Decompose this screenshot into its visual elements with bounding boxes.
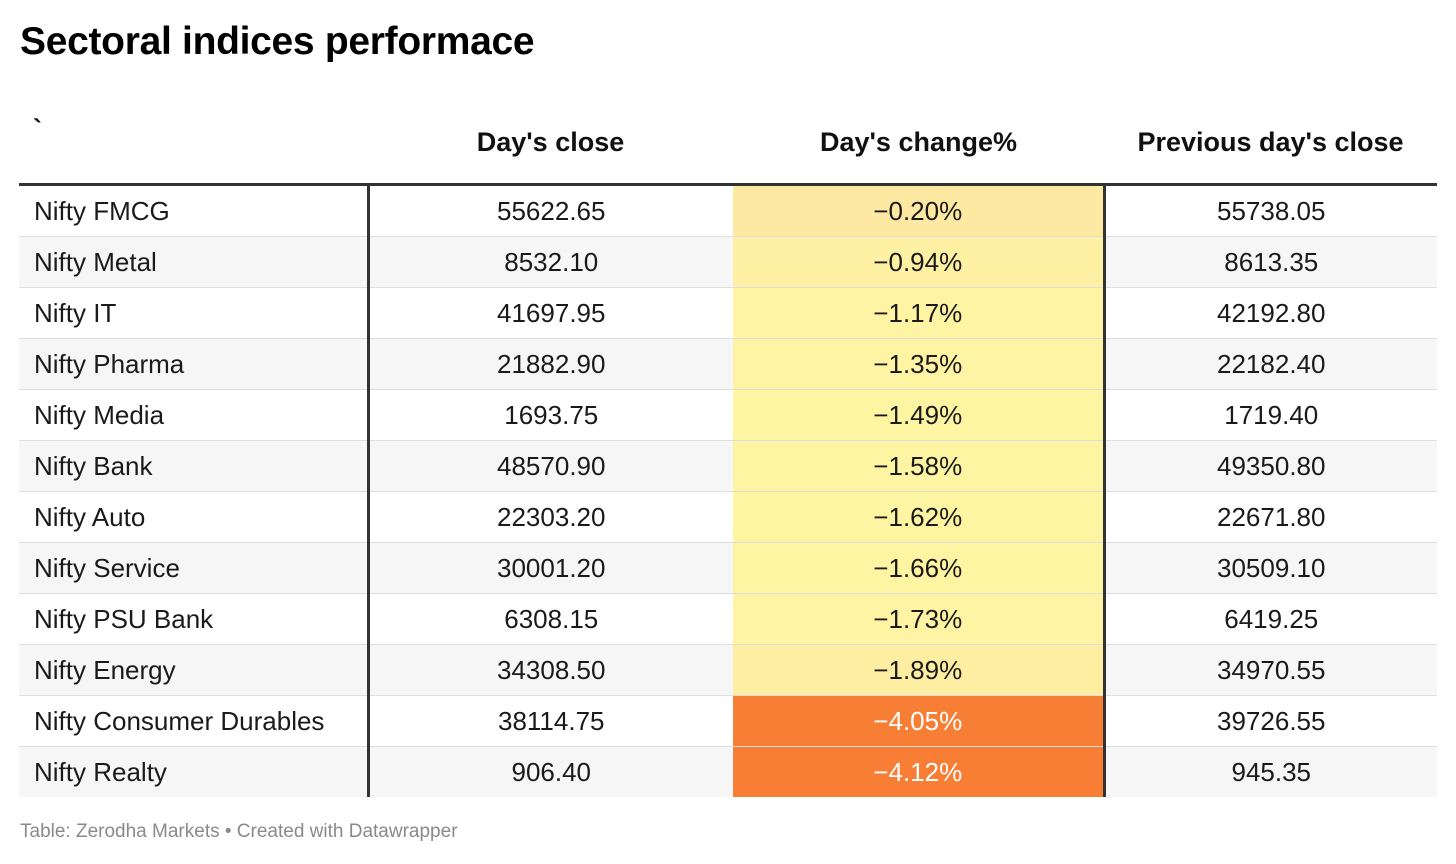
- table-source-credit: Table: Zerodha Markets • Created with Da…: [20, 821, 458, 842]
- column-header-days-close: Day's close: [368, 100, 733, 186]
- cell-days-change: −1.49%: [733, 389, 1106, 441]
- cell-days-close: 38114.75: [368, 695, 733, 747]
- cell-index-name: Nifty Consumer Durables: [19, 695, 370, 747]
- table-row: Nifty Realty 906.40 −4.12% 945.35: [19, 746, 1437, 797]
- cell-days-close: 6308.15: [368, 593, 733, 645]
- table-row: Nifty Media 1693.75 −1.49% 1719.40: [19, 389, 1437, 441]
- cell-previous-close: 6419.25: [1104, 593, 1437, 645]
- cell-previous-close: 55738.05: [1104, 184, 1437, 237]
- cell-previous-close: 22671.80: [1104, 491, 1437, 543]
- cell-days-change: −1.62%: [733, 491, 1106, 543]
- cell-index-name: Nifty Media: [19, 389, 370, 441]
- cell-index-name: Nifty FMCG: [19, 184, 370, 237]
- cell-days-close: 30001.20: [368, 542, 733, 594]
- cell-days-change: −1.35%: [733, 338, 1106, 390]
- table-row: Nifty Service 30001.20 −1.66% 30509.10: [19, 542, 1437, 594]
- cell-days-change: −1.66%: [733, 542, 1106, 594]
- cell-index-name: Nifty Bank: [19, 440, 370, 492]
- column-header-name: `: [19, 100, 368, 186]
- cell-days-close: 55622.65: [368, 184, 733, 237]
- cell-previous-close: 39726.55: [1104, 695, 1437, 747]
- cell-index-name: Nifty Service: [19, 542, 370, 594]
- cell-previous-close: 30509.10: [1104, 542, 1437, 594]
- cell-days-close: 22303.20: [368, 491, 733, 543]
- cell-days-close: 21882.90: [368, 338, 733, 390]
- cell-days-close: 906.40: [368, 746, 733, 797]
- cell-index-name: Nifty Metal: [19, 236, 370, 288]
- cell-days-change: −4.12%: [733, 746, 1106, 797]
- page-title: Sectoral indices performace: [20, 20, 535, 63]
- table-row: Nifty IT 41697.95 −1.17% 42192.80: [19, 287, 1437, 339]
- header-row: ` Day's close Day's change% Previous day…: [19, 100, 1437, 186]
- cell-days-close: 48570.90: [368, 440, 733, 492]
- cell-days-close: 34308.50: [368, 644, 733, 696]
- table-row: Nifty Energy 34308.50 −1.89% 34970.55: [19, 644, 1437, 696]
- cell-previous-close: 22182.40: [1104, 338, 1437, 390]
- cell-index-name: Nifty Energy: [19, 644, 370, 696]
- table-row: Nifty Auto 22303.20 −1.62% 22671.80: [19, 491, 1437, 543]
- cell-index-name: Nifty Realty: [19, 746, 370, 797]
- cell-days-change: −1.58%: [733, 440, 1106, 492]
- cell-index-name: Nifty PSU Bank: [19, 593, 370, 645]
- cell-previous-close: 8613.35: [1104, 236, 1437, 288]
- cell-index-name: Nifty Pharma: [19, 338, 370, 390]
- cell-days-close: 1693.75: [368, 389, 733, 441]
- sector-table: ` Day's close Day's change% Previous day…: [19, 100, 1437, 797]
- cell-index-name: Nifty Auto: [19, 491, 370, 543]
- table-row: Nifty Bank 48570.90 −1.58% 49350.80: [19, 440, 1437, 492]
- cell-days-change: −0.20%: [733, 184, 1106, 237]
- table-row: Nifty PSU Bank 6308.15 −1.73% 6419.25: [19, 593, 1437, 645]
- cell-days-change: −1.89%: [733, 644, 1106, 696]
- cell-previous-close: 1719.40: [1104, 389, 1437, 441]
- table-row: Nifty Consumer Durables 38114.75 −4.05% 397…: [19, 695, 1437, 747]
- column-header-previous-close: Previous day's close: [1104, 100, 1437, 186]
- cell-days-close: 8532.10: [368, 236, 733, 288]
- table-body: Nifty FMCG 55622.65 −0.20% 55738.05 Nifty Me…: [19, 184, 1437, 797]
- cell-days-close: 41697.95: [368, 287, 733, 339]
- cell-previous-close: 34970.55: [1104, 644, 1437, 696]
- cell-days-change: −1.73%: [733, 593, 1106, 645]
- sector-table-container: ` Day's close Day's change% Previous day…: [19, 100, 1437, 797]
- cell-days-change: −1.17%: [733, 287, 1106, 339]
- cell-days-change: −4.05%: [733, 695, 1106, 747]
- table-row: Nifty FMCG 55622.65 −0.20% 55738.05: [19, 184, 1437, 237]
- column-header-days-change: Day's change%: [733, 100, 1104, 186]
- cell-previous-close: 42192.80: [1104, 287, 1437, 339]
- cell-previous-close: 49350.80: [1104, 440, 1437, 492]
- table-row: Nifty Metal 8532.10 −0.94% 8613.35: [19, 236, 1437, 288]
- cell-index-name: Nifty IT: [19, 287, 370, 339]
- cell-previous-close: 945.35: [1104, 746, 1437, 797]
- table-row: Nifty Pharma 21882.90 −1.35% 22182.40: [19, 338, 1437, 390]
- table-header: ` Day's close Day's change% Previous day…: [19, 100, 1437, 186]
- cell-days-change: −0.94%: [733, 236, 1106, 288]
